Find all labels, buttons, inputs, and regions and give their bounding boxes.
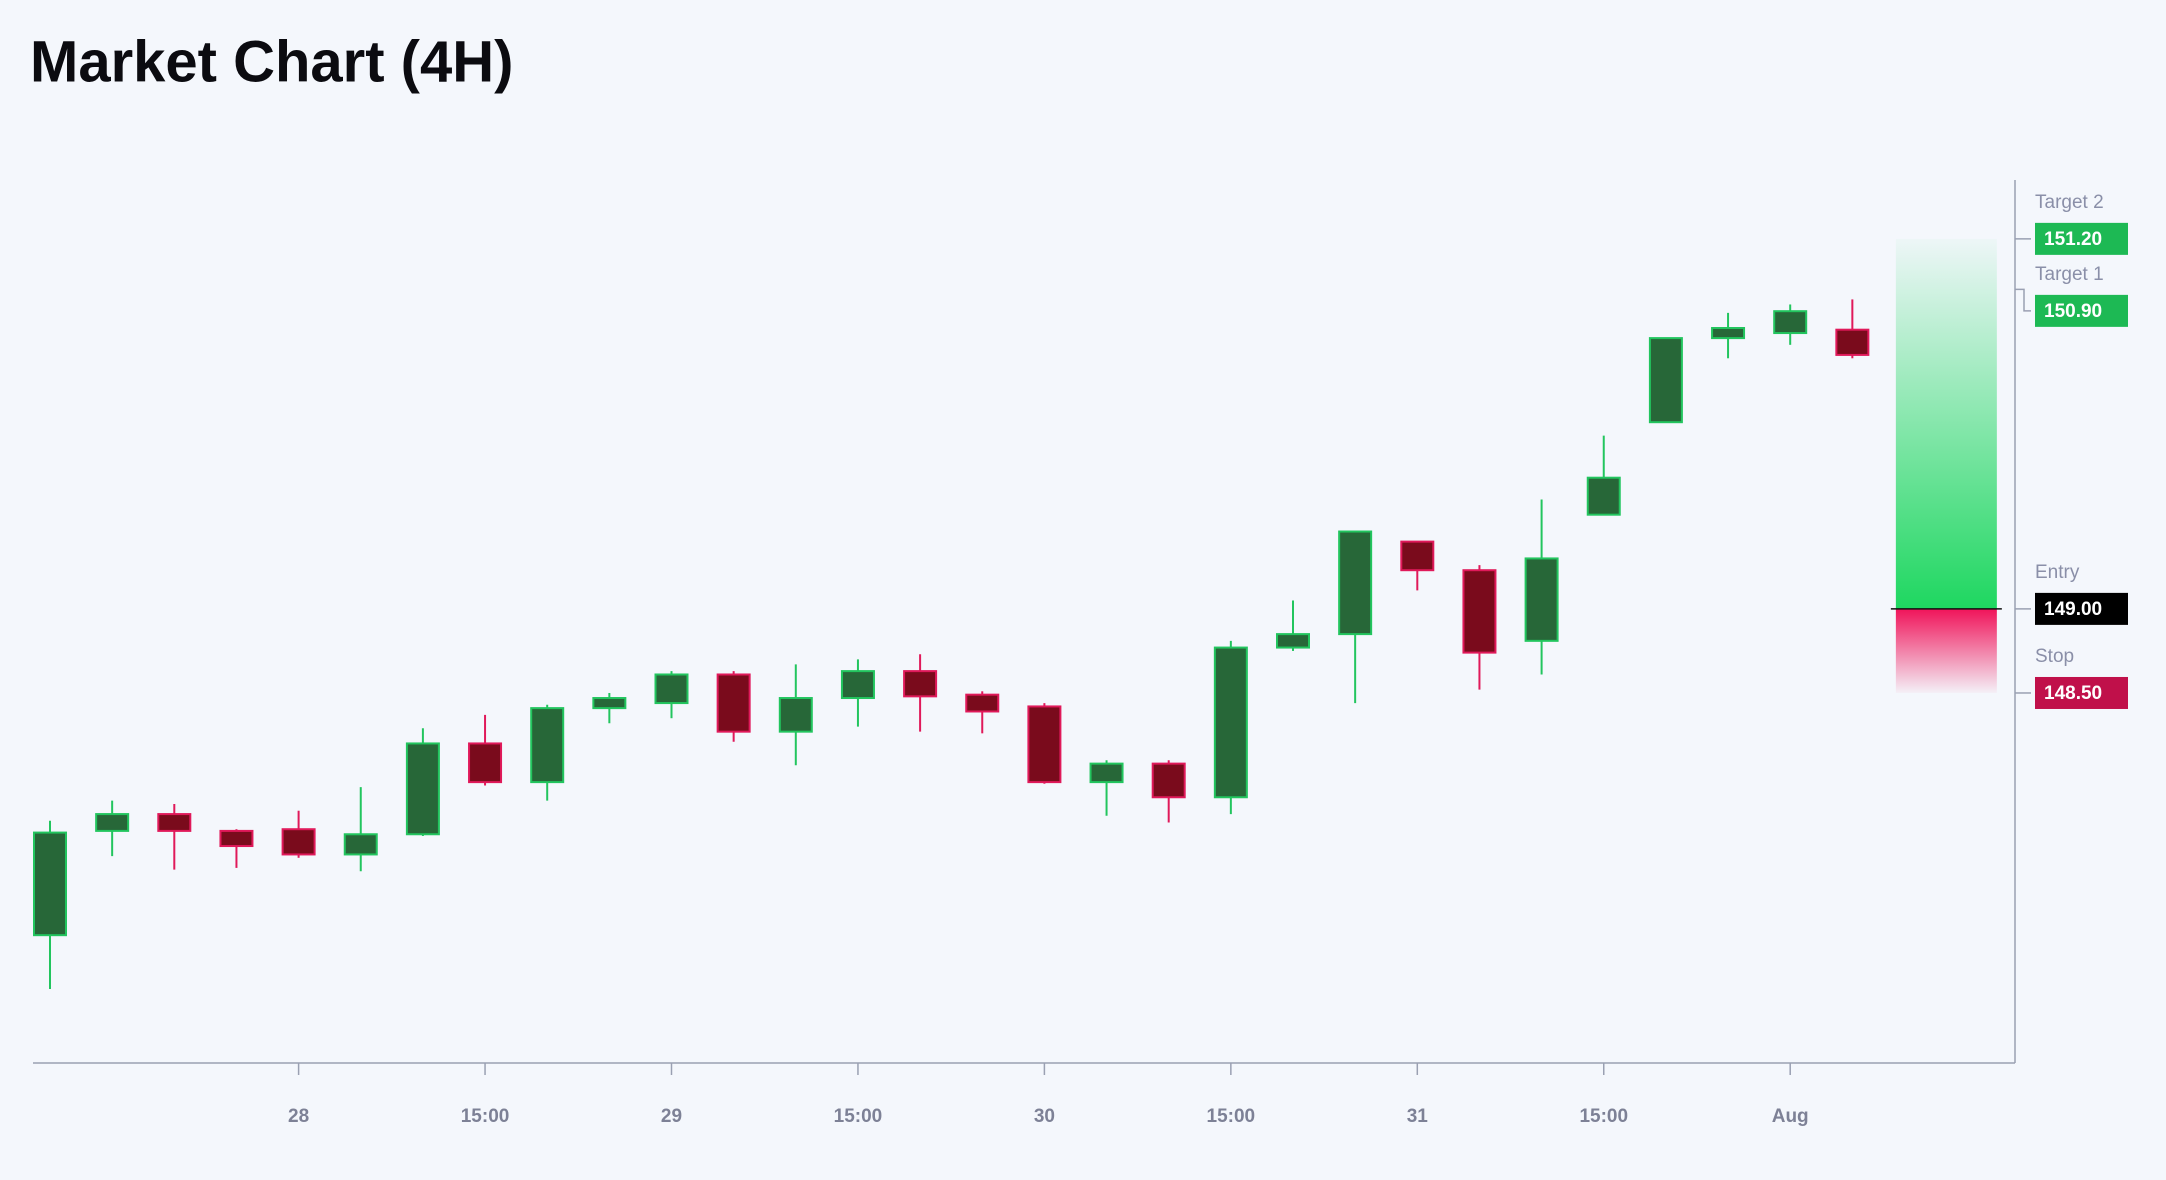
x-tick-label: 28	[288, 1106, 309, 1127]
level-name: Entry	[2035, 562, 2080, 583]
level-value: 149.00	[2044, 599, 2102, 620]
x-tick-label: 15:00	[834, 1106, 883, 1127]
candle-body	[157, 813, 192, 832]
x-tick-label: 30	[1034, 1106, 1055, 1127]
candle-body	[1213, 646, 1248, 799]
x-tick-label: 31	[1407, 1106, 1429, 1127]
level-value: 148.50	[2044, 683, 2102, 704]
level-badge	[2035, 294, 2128, 327]
candle-body	[1648, 337, 1683, 424]
candle-body	[965, 693, 1000, 713]
level-name: Target 2	[2035, 192, 2104, 213]
candle-body	[530, 707, 565, 784]
x-tick-label: 15:00	[461, 1106, 510, 1127]
candle-body	[1089, 762, 1124, 784]
candle-body	[1151, 762, 1186, 799]
candle-body	[219, 829, 254, 848]
candle-body	[1462, 569, 1497, 654]
candle-body	[778, 697, 813, 733]
level-badge	[2035, 676, 2128, 709]
candle-body	[903, 670, 938, 698]
candle-body	[281, 828, 316, 856]
level-badge	[2035, 222, 2128, 255]
candle-body	[1276, 633, 1310, 649]
candle-body	[33, 831, 67, 937]
candle-body	[1027, 705, 1062, 784]
x-tick-label: Aug	[1772, 1106, 1809, 1127]
level-value: 151.20	[2044, 229, 2102, 250]
candle-body	[654, 673, 689, 705]
x-tick-label: 15:00	[1579, 1106, 1628, 1127]
candle-body	[1586, 476, 1621, 516]
level-name: Stop	[2035, 646, 2074, 667]
level-value: 150.90	[2044, 301, 2102, 322]
candle-body	[1773, 310, 1808, 335]
candle-body	[1711, 327, 1746, 340]
candle-body	[1835, 328, 1870, 356]
x-tick-label: 15:00	[1207, 1106, 1256, 1127]
candle-body	[1338, 530, 1373, 636]
level-name: Target 1	[2035, 264, 2104, 285]
level-badge	[2035, 592, 2128, 625]
x-tick-label: 29	[661, 1106, 682, 1127]
candle-body	[343, 833, 378, 856]
profit-zone	[1895, 238, 1997, 609]
candle-body	[716, 673, 751, 733]
candle-body	[405, 742, 440, 836]
level-tick	[2015, 288, 2031, 312]
candle-body	[468, 742, 503, 784]
loss-zone	[1895, 608, 1997, 693]
candle-body	[1524, 557, 1559, 642]
candle-body	[592, 697, 627, 710]
candle-body	[840, 670, 875, 700]
candle-body	[95, 813, 130, 832]
candle-body	[1400, 540, 1435, 572]
chart-title: Market Chart (4H)	[30, 29, 513, 94]
